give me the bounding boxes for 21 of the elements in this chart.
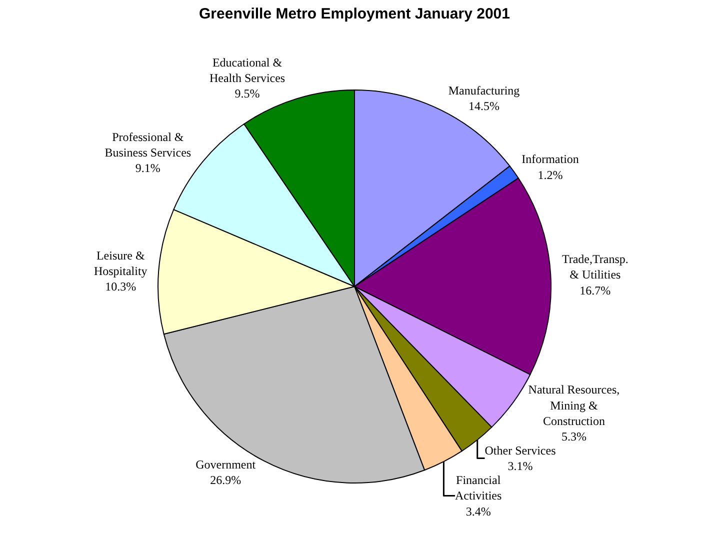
slice-label: Professional & Business Services bbox=[104, 130, 192, 160]
slice-label: Educational & Health Services bbox=[209, 55, 286, 86]
chart-title: Greenville Metro Employment January 2001 bbox=[199, 5, 510, 22]
slice-label: Information bbox=[522, 152, 579, 166]
data-label: 10.3% bbox=[105, 280, 136, 294]
slice-label: Leisure & Hospitality bbox=[94, 248, 148, 278]
data-label: 5.3% bbox=[561, 429, 586, 444]
data-label: 3.1% bbox=[508, 459, 533, 474]
data-label: 9.5% bbox=[234, 86, 260, 101]
data-label: 16.7% bbox=[580, 283, 611, 298]
data-label: 1.2% bbox=[538, 168, 563, 182]
data-label: 9.1% bbox=[135, 161, 160, 176]
slice-label: Trade,Transp. & Utilities bbox=[562, 252, 628, 282]
data-label: 3.4% bbox=[466, 504, 491, 518]
slice-label: Financial Activities bbox=[455, 473, 502, 503]
slice-label: Natural Resources, Mining & Construction bbox=[528, 382, 620, 428]
data-label: 14.5% bbox=[468, 98, 500, 113]
data-label: 26.9% bbox=[210, 473, 242, 488]
slice-label: Other Services bbox=[484, 443, 556, 458]
slice-label: Government bbox=[196, 458, 256, 472]
slice-label: Manufacturing bbox=[448, 83, 520, 98]
